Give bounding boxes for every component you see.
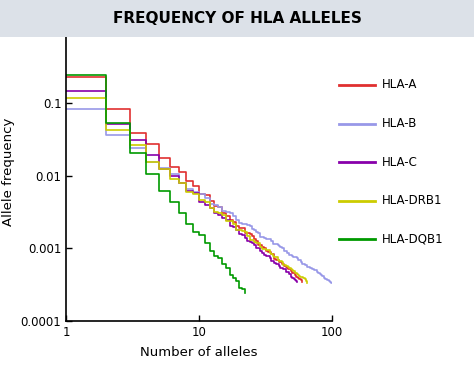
HLA-DQB1 [211, 254, 217, 258]
HLA-DQB1 [64, 73, 69, 77]
HLA-DQB1 [103, 121, 109, 126]
Text: HLA-DRB1: HLA-DRB1 [382, 194, 442, 207]
HLA-B [291, 255, 297, 259]
HLA-C [294, 280, 300, 284]
HLA-B [329, 281, 335, 286]
HLA-B [64, 107, 69, 111]
HLA-C [176, 181, 182, 185]
HLA-A [64, 74, 69, 79]
HLA-DQB1 [223, 266, 229, 270]
Y-axis label: Allele frequency: Allele frequency [2, 118, 15, 226]
HLA-B [246, 224, 252, 228]
Line: HLA-B: HLA-B [66, 109, 332, 284]
Text: HLA-A: HLA-A [382, 78, 417, 91]
HLA-C [293, 278, 299, 283]
HLA-A [300, 280, 305, 284]
HLA-DQB1 [144, 172, 149, 177]
HLA-DQB1 [156, 189, 162, 193]
Text: HLA-C: HLA-C [382, 155, 418, 169]
HLA-DQB1 [196, 233, 202, 237]
HLA-DQB1 [202, 241, 208, 245]
HLA-B [324, 278, 330, 282]
HLA-C [64, 89, 69, 93]
HLA-C [202, 203, 208, 207]
Line: HLA-C: HLA-C [66, 91, 297, 282]
HLA-DQB1 [167, 200, 173, 204]
Line: HLA-DRB1: HLA-DRB1 [66, 99, 307, 283]
HLA-DQB1 [219, 261, 225, 266]
HLA-A [273, 258, 279, 262]
Text: HLA-DQB1: HLA-DQB1 [382, 233, 444, 246]
HLA-C [288, 275, 293, 279]
Line: HLA-A: HLA-A [66, 77, 302, 282]
HLA-DRB1 [267, 251, 273, 255]
HLA-C [239, 233, 245, 238]
HLA-DRB1 [223, 219, 229, 223]
X-axis label: Number of alleles: Number of alleles [140, 346, 258, 359]
HLA-A [230, 220, 236, 224]
HLA-DQB1 [236, 286, 242, 290]
HLA-A [236, 226, 242, 230]
HLA-B [326, 278, 332, 283]
HLA-DQB1 [239, 287, 245, 291]
HLA-DQB1 [127, 151, 133, 155]
HLA-A [202, 193, 208, 197]
HLA-B [236, 220, 242, 225]
HLA-DQB1 [233, 279, 239, 283]
HLA-C [216, 213, 221, 218]
HLA-DRB1 [64, 96, 69, 101]
HLA-DQB1 [216, 256, 221, 261]
HLA-DQB1 [190, 230, 196, 234]
HLA-DQB1 [183, 222, 189, 226]
HLA-DRB1 [255, 241, 261, 246]
HLA-DQB1 [242, 291, 247, 296]
HLA-DRB1 [302, 277, 308, 281]
HLA-DQB1 [207, 249, 212, 254]
HLA-B [300, 261, 305, 266]
HLA-DQB1 [176, 211, 182, 215]
HLA-A [239, 226, 245, 230]
HLA-A [223, 214, 229, 218]
HLA-DRB1 [295, 273, 301, 277]
Line: HLA-DQB1: HLA-DQB1 [66, 75, 245, 293]
Text: HLA-B: HLA-B [382, 117, 417, 130]
HLA-DQB1 [227, 273, 233, 277]
Text: FREQUENCY OF HLA ALLELES: FREQUENCY OF HLA ALLELES [112, 11, 362, 26]
HLA-DRB1 [304, 280, 310, 285]
HLA-DQB1 [230, 276, 236, 280]
HLA-DRB1 [236, 228, 242, 232]
